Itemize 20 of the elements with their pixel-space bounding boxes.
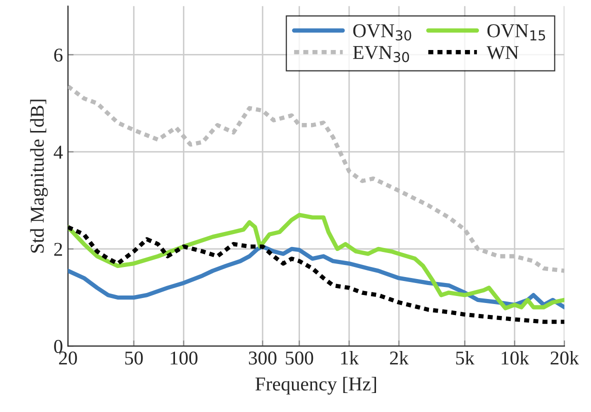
x-tick-label: 5k [456,350,474,365]
x-tick-label: 10k [502,350,530,365]
x-tick-label: 2k [390,350,409,364]
legend-label: OVN$_{15}$ [487,24,546,41]
legend-label: WN [486,46,519,60]
y-axis-title: Std Magnitude [dB] [30,100,48,253]
x-tick-label: 50 [125,352,143,365]
x-tick-label: 20k [550,350,579,365]
y-tick-label: 6 [54,48,63,62]
x-tick-label: 100 [170,352,198,365]
legend-label: OVN$_{30}$ [353,24,412,41]
x-axis-title: Frequency [Hz] [255,376,376,395]
x-tick-label: 500 [286,352,314,365]
x-tick-label: 300 [248,352,276,365]
legend-label: EVN$_{30}$ [353,46,410,62]
y-tick-label: 0 [54,340,62,354]
y-tick-label: 2 [54,242,62,256]
x-tick-label: 1k [341,350,359,364]
x-tick-label: 20 [59,352,77,365]
y-tick-label: 4 [54,146,63,159]
